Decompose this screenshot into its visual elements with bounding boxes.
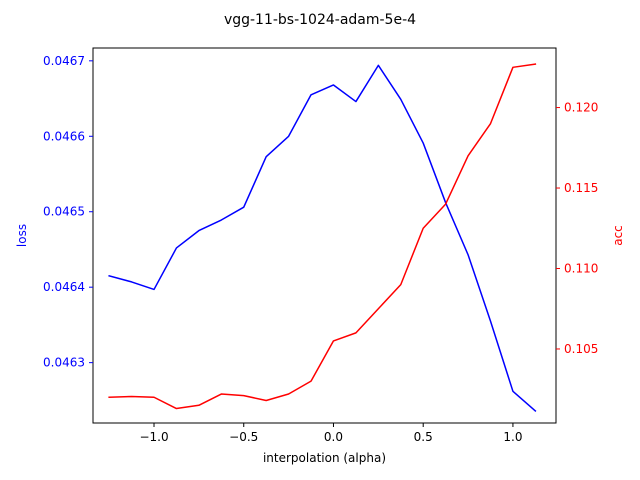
left-y-tick-label: 0.0467 [43, 54, 85, 68]
left-y-tick-label: 0.0466 [43, 129, 85, 143]
x-tick-label: 0.5 [414, 430, 433, 444]
plot-area [108, 63, 537, 412]
left-y-tick-label: 0.0465 [43, 205, 85, 219]
right-y-tick-label: 0.120 [564, 101, 598, 115]
right-y-tick-label: 0.115 [564, 181, 598, 195]
left-y-axis-label: loss [15, 224, 29, 247]
x-axis: −1.0 −0.5 0.0 0.5 1.0 [139, 423, 522, 444]
chart-title: vgg-11-bs-1024-adam-5e-4 [224, 12, 416, 28]
x-tick-label: 1.0 [503, 430, 522, 444]
right-y-axis: 0.105 0.110 0.115 0.120 [556, 101, 598, 356]
acc-series-line [108, 63, 537, 410]
left-y-axis: 0.0463 0.0464 0.0465 0.0466 0.0467 [43, 54, 93, 370]
x-tick-label: −1.0 [139, 430, 168, 444]
x-axis-label: interpolation (alpha) [263, 451, 386, 465]
x-tick-label: 0.0 [324, 430, 343, 444]
left-y-tick-label: 0.0463 [43, 356, 85, 370]
right-y-axis-label: acc [611, 225, 625, 246]
plot-frame [92, 47, 557, 424]
x-tick-label: −0.5 [229, 430, 258, 444]
right-y-tick-label: 0.110 [564, 261, 598, 275]
right-y-tick-label: 0.105 [564, 342, 598, 356]
loss-series-line [108, 64, 537, 412]
left-y-tick-label: 0.0464 [43, 280, 85, 294]
